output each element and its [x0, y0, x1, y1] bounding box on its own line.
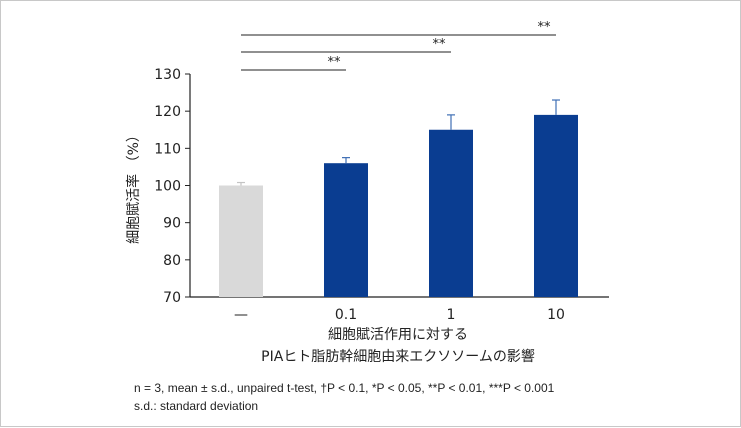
bar	[324, 163, 368, 297]
x-category-labels: — 0.1 1 10	[234, 307, 565, 323]
bar	[429, 129, 473, 297]
x-category-label: —	[234, 307, 248, 323]
y-tick-label: 90	[163, 216, 181, 232]
error-bars	[237, 99, 560, 186]
bars	[219, 114, 578, 297]
y-axis-title: 細胞賦活率 （%）	[125, 128, 142, 244]
y-tick-label: 110	[154, 141, 181, 157]
significance-label: **	[328, 55, 342, 70]
significance-brackets: ** ** **	[241, 20, 556, 71]
significance-label: **	[433, 37, 447, 52]
significance-label: **	[538, 20, 552, 35]
y-tick-label: 70	[163, 290, 181, 306]
y-tick-label: 100	[154, 179, 181, 195]
y-tick-label: 120	[154, 104, 181, 120]
x-axis-title-line-2: PIAヒト脂肪幹細胞由来エクソソームの影響	[261, 348, 535, 365]
y-tick-label: 80	[163, 253, 181, 269]
x-category-label: 0.1	[335, 307, 357, 323]
statistics-note: n = 3, mean ± s.d., unpaired t-test, †P …	[134, 381, 555, 395]
x-category-label: 10	[547, 307, 565, 323]
x-axis-title-line-1: 細胞賦活作用に対する	[328, 327, 468, 343]
bar	[219, 185, 263, 297]
x-category-label: 1	[447, 307, 456, 323]
abbreviation-note: s.d.: standard deviation	[134, 399, 259, 413]
bar	[534, 114, 578, 297]
y-tick-label: 130	[154, 67, 181, 83]
